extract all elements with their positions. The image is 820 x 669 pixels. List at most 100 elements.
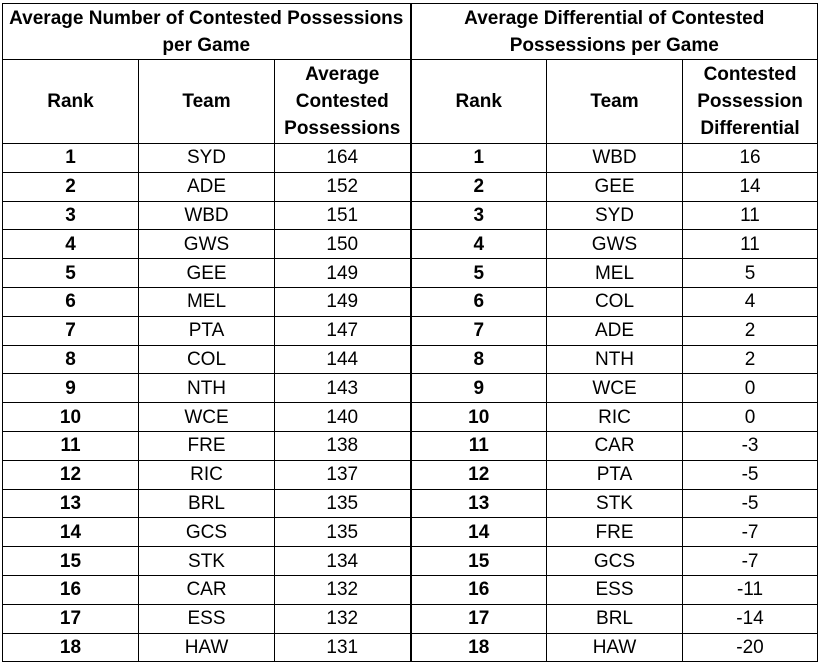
table-row: 17 ESS 132 17 BRL -14 bbox=[2, 603, 819, 634]
contested-possessions-table: Average Number of Contested Possessions … bbox=[2, 3, 819, 663]
right-rank-cell: 2 bbox=[409, 171, 547, 202]
table-row: 1 SYD 164 1 WBD 16 bbox=[2, 143, 819, 173]
right-value-cell: -11 bbox=[681, 574, 819, 605]
left-team-cell: GCS bbox=[138, 517, 275, 548]
right-value-cell: 16 bbox=[681, 143, 819, 173]
left-rank-cell: 12 bbox=[2, 459, 139, 490]
right-value-cell: 11 bbox=[681, 200, 819, 231]
right-team-cell: MEL bbox=[546, 258, 683, 288]
table-body: 1 SYD 164 1 WBD 16 2 ADE 152 2 GEE 14 3 WBD 151 3 SYD 11 4… bbox=[2, 143, 819, 663]
left-team-cell: CAR bbox=[138, 574, 275, 605]
right-team-cell: GWS bbox=[546, 229, 683, 260]
right-value-cell: 2 bbox=[681, 315, 819, 346]
left-rank-cell: 18 bbox=[2, 632, 139, 663]
right-value-cell: 5 bbox=[681, 258, 819, 288]
right-rank-cell: 18 bbox=[409, 632, 547, 663]
left-value-cell: 131 bbox=[274, 632, 411, 663]
right-rank-cell: 8 bbox=[409, 344, 547, 375]
left-team-cell: PTA bbox=[138, 315, 275, 346]
left-rank-cell: 1 bbox=[2, 143, 139, 173]
table-row: 7 PTA 147 7 ADE 2 bbox=[2, 315, 819, 346]
group-header-row: Average Number of Contested Possessions … bbox=[2, 3, 819, 60]
left-team-cell: BRL bbox=[138, 488, 275, 519]
table-row: 12 RIC 137 12 PTA -5 bbox=[2, 459, 819, 490]
right-rank-cell: 16 bbox=[409, 574, 547, 605]
left-rank-cell: 15 bbox=[2, 546, 139, 576]
left-team-cell: NTH bbox=[138, 373, 275, 404]
right-team-cell: ADE bbox=[546, 315, 683, 346]
right-rank-cell: 15 bbox=[409, 546, 547, 576]
left-rank-cell: 11 bbox=[2, 430, 139, 461]
table-row: 9 NTH 143 9 WCE 0 bbox=[2, 373, 819, 404]
right-rank-cell: 13 bbox=[409, 488, 547, 519]
left-rank-cell: 8 bbox=[2, 344, 139, 375]
left-team-cell: STK bbox=[138, 546, 275, 576]
right-team-cell: BRL bbox=[546, 603, 683, 634]
right-value-cell: -7 bbox=[681, 517, 819, 548]
left-team-cell: COL bbox=[138, 344, 275, 375]
left-value-cell: 144 bbox=[274, 344, 411, 375]
table-row: 5 GEE 149 5 MEL 5 bbox=[2, 258, 819, 288]
table-row: 2 ADE 152 2 GEE 14 bbox=[2, 171, 819, 202]
right-rank-cell: 12 bbox=[409, 459, 547, 490]
right-team-cell: HAW bbox=[546, 632, 683, 663]
right-rank-cell: 9 bbox=[409, 373, 547, 404]
right-rank-cell: 6 bbox=[409, 286, 547, 317]
column-header-row: Rank Team Average Contested Possessions … bbox=[2, 59, 819, 144]
right-team-cell: PTA bbox=[546, 459, 683, 490]
right-rank-header: Rank bbox=[409, 59, 547, 144]
right-team-cell: RIC bbox=[546, 402, 683, 432]
left-value-cell: 143 bbox=[274, 373, 411, 404]
right-rank-cell: 4 bbox=[409, 229, 547, 260]
left-team-cell: MEL bbox=[138, 286, 275, 317]
left-rank-cell: 13 bbox=[2, 488, 139, 519]
left-value-cell: 164 bbox=[274, 143, 411, 173]
left-value-cell: 150 bbox=[274, 229, 411, 260]
right-value-cell: 14 bbox=[681, 171, 819, 202]
left-team-cell: WCE bbox=[138, 402, 275, 432]
right-value-cell: -7 bbox=[681, 546, 819, 576]
left-rank-cell: 3 bbox=[2, 200, 139, 231]
right-value-cell: 11 bbox=[681, 229, 819, 260]
left-team-header: Team bbox=[138, 59, 275, 144]
left-rank-cell: 2 bbox=[2, 171, 139, 202]
left-rank-cell: 7 bbox=[2, 315, 139, 346]
right-team-cell: COL bbox=[546, 286, 683, 317]
right-team-cell: STK bbox=[546, 488, 683, 519]
left-rank-header: Rank bbox=[2, 59, 139, 144]
left-value-cell: 147 bbox=[274, 315, 411, 346]
right-team-cell: WBD bbox=[546, 143, 683, 173]
right-value-cell: -14 bbox=[681, 603, 819, 634]
right-rank-cell: 5 bbox=[409, 258, 547, 288]
right-rank-cell: 7 bbox=[409, 315, 547, 346]
left-team-cell: ESS bbox=[138, 603, 275, 634]
right-team-cell: CAR bbox=[546, 430, 683, 461]
left-group-title: Average Number of Contested Possessions … bbox=[2, 3, 411, 60]
left-value-cell: 138 bbox=[274, 430, 411, 461]
left-value-cell: 140 bbox=[274, 402, 411, 432]
left-value-cell: 137 bbox=[274, 459, 411, 490]
left-rank-cell: 4 bbox=[2, 229, 139, 260]
left-value-cell: 149 bbox=[274, 258, 411, 288]
right-value-cell: 2 bbox=[681, 344, 819, 375]
table-row: 8 COL 144 8 NTH 2 bbox=[2, 344, 819, 375]
left-team-cell: ADE bbox=[138, 171, 275, 202]
table-row: 13 BRL 135 13 STK -5 bbox=[2, 488, 819, 519]
table-row: 4 GWS 150 4 GWS 11 bbox=[2, 229, 819, 260]
left-rank-cell: 6 bbox=[2, 286, 139, 317]
right-rank-cell: 3 bbox=[409, 200, 547, 231]
table-row: 11 FRE 138 11 CAR -3 bbox=[2, 430, 819, 461]
right-value-cell: -5 bbox=[681, 488, 819, 519]
right-rank-cell: 14 bbox=[409, 517, 547, 548]
left-value-cell: 151 bbox=[274, 200, 411, 231]
right-team-cell: WCE bbox=[546, 373, 683, 404]
left-rank-cell: 9 bbox=[2, 373, 139, 404]
table-row: 15 STK 134 15 GCS -7 bbox=[2, 546, 819, 576]
left-team-cell: GWS bbox=[138, 229, 275, 260]
left-team-cell: WBD bbox=[138, 200, 275, 231]
left-rank-cell: 17 bbox=[2, 603, 139, 634]
left-value-cell: 132 bbox=[274, 603, 411, 634]
right-rank-cell: 17 bbox=[409, 603, 547, 634]
left-value-cell: 135 bbox=[274, 517, 411, 548]
right-group-title: Average Differential of Contested Posses… bbox=[409, 3, 819, 60]
